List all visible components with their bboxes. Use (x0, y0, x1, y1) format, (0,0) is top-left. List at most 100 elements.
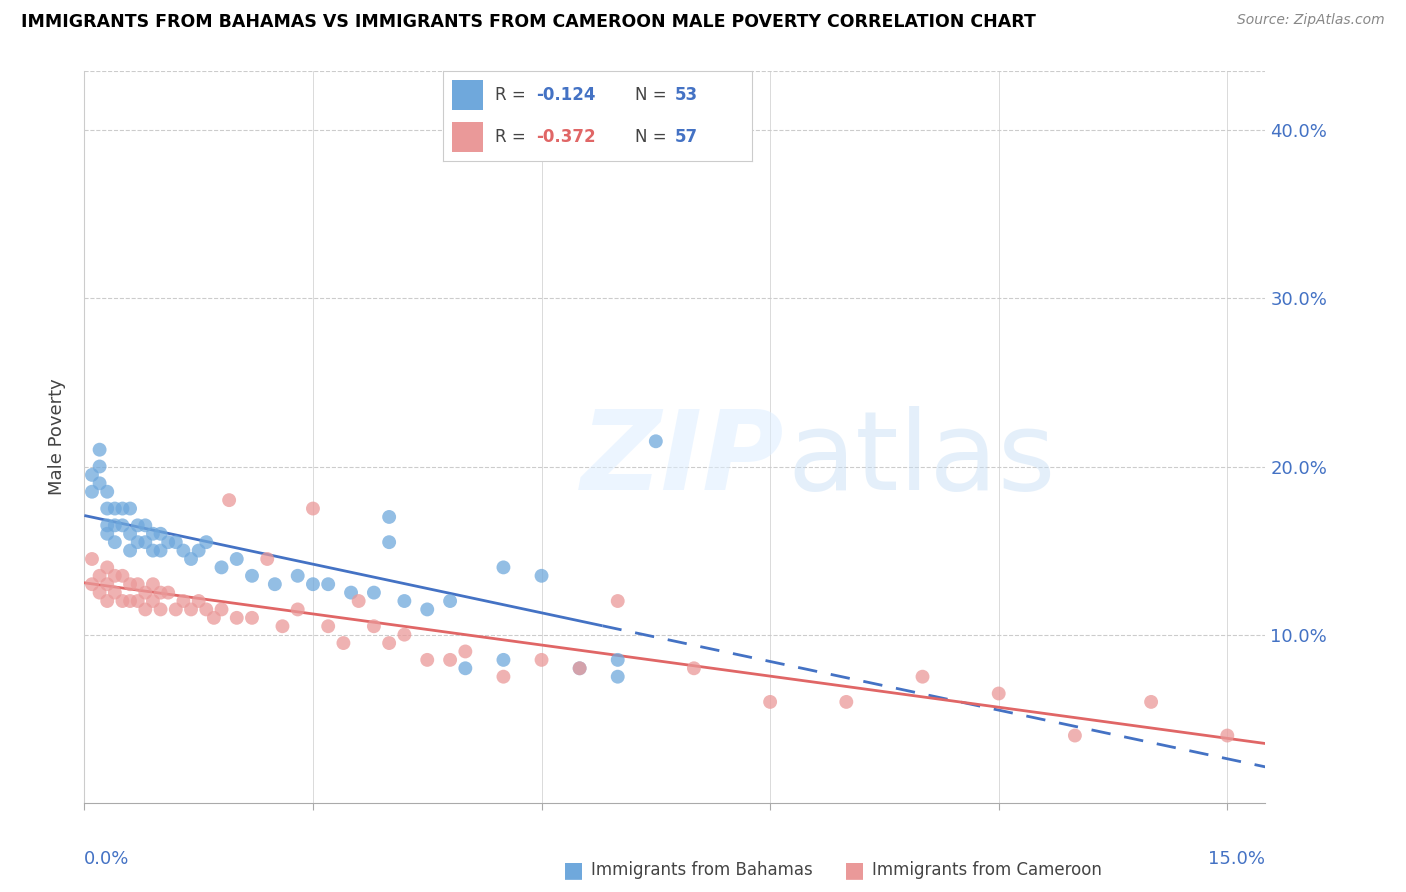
Point (187, 594, 209, 608)
Point (202, 611, 225, 625)
Point (120, 577, 142, 591)
Point (120, 501, 142, 516)
Point (149, 602, 172, 616)
Point (157, 585, 180, 599)
Point (111, 569, 134, 583)
Point (104, 501, 127, 516)
Point (1064, 729, 1087, 743)
Point (96, 484, 118, 499)
Point (149, 543, 172, 558)
Text: Source: ZipAtlas.com: Source: ZipAtlas.com (1237, 13, 1385, 28)
Text: R =: R = (495, 128, 531, 146)
Point (134, 535, 156, 549)
Point (394, 627, 416, 641)
Point (111, 594, 134, 608)
Point (530, 653, 553, 667)
Point (378, 636, 401, 650)
Point (606, 653, 628, 667)
Point (683, 661, 706, 675)
Point (759, 695, 782, 709)
Point (378, 535, 401, 549)
Point (96, 577, 118, 591)
Point (394, 594, 416, 608)
Text: N =: N = (634, 128, 672, 146)
Point (225, 552, 247, 566)
Point (287, 569, 309, 583)
Text: -0.124: -0.124 (536, 86, 595, 104)
Point (104, 569, 127, 583)
Point (80, 484, 103, 499)
Text: atlas: atlas (787, 406, 1056, 513)
Point (302, 577, 325, 591)
Point (142, 594, 165, 608)
Point (187, 543, 209, 558)
Point (454, 644, 477, 658)
Text: 0.0%: 0.0% (84, 850, 129, 868)
Text: Immigrants from Bahamas: Immigrants from Bahamas (591, 861, 813, 879)
Point (80, 552, 103, 566)
Point (142, 526, 165, 541)
Point (378, 510, 401, 524)
Point (80, 467, 103, 482)
Y-axis label: Male Poverty: Male Poverty (48, 379, 66, 495)
Point (568, 661, 591, 675)
Text: N =: N = (634, 86, 672, 104)
Point (96, 594, 118, 608)
Point (492, 560, 515, 574)
Point (172, 543, 194, 558)
Point (195, 535, 218, 549)
Point (180, 552, 202, 566)
Point (120, 526, 142, 541)
Point (120, 543, 142, 558)
Point (271, 619, 294, 633)
Point (363, 585, 385, 599)
Point (240, 611, 263, 625)
Point (89, 585, 111, 599)
Point (1216, 729, 1239, 743)
Point (120, 594, 142, 608)
Text: ZIP: ZIP (581, 406, 785, 513)
Point (89, 569, 111, 583)
Point (568, 661, 591, 675)
Point (104, 585, 127, 599)
Point (104, 518, 127, 533)
Point (256, 552, 278, 566)
Point (302, 501, 325, 516)
Point (606, 594, 628, 608)
Point (316, 619, 339, 633)
Text: R =: R = (495, 86, 531, 104)
Point (492, 653, 515, 667)
Point (195, 602, 218, 616)
Point (180, 602, 202, 616)
Point (211, 560, 233, 574)
Text: IMMIGRANTS FROM BAHAMAS VS IMMIGRANTS FROM CAMEROON MALE POVERTY CORRELATION CHA: IMMIGRANTS FROM BAHAMAS VS IMMIGRANTS FR… (21, 13, 1036, 31)
Point (225, 611, 247, 625)
Point (142, 577, 165, 591)
Point (149, 526, 172, 541)
Point (134, 602, 156, 616)
Point (340, 585, 363, 599)
Point (316, 577, 339, 591)
Point (644, 434, 666, 449)
Point (134, 518, 156, 533)
Point (127, 594, 149, 608)
Bar (453, 80, 484, 110)
Bar (453, 122, 484, 152)
Point (111, 518, 134, 533)
Point (89, 459, 111, 474)
Point (89, 476, 111, 491)
Point (127, 577, 149, 591)
Point (492, 670, 515, 684)
Text: ■: ■ (844, 860, 865, 880)
Point (263, 577, 285, 591)
Text: 15.0%: 15.0% (1208, 850, 1265, 868)
Point (240, 569, 263, 583)
Point (142, 543, 165, 558)
Point (835, 695, 858, 709)
Point (111, 501, 134, 516)
Point (165, 602, 187, 616)
Point (149, 585, 172, 599)
Point (127, 518, 149, 533)
Point (134, 585, 156, 599)
Point (96, 560, 118, 574)
